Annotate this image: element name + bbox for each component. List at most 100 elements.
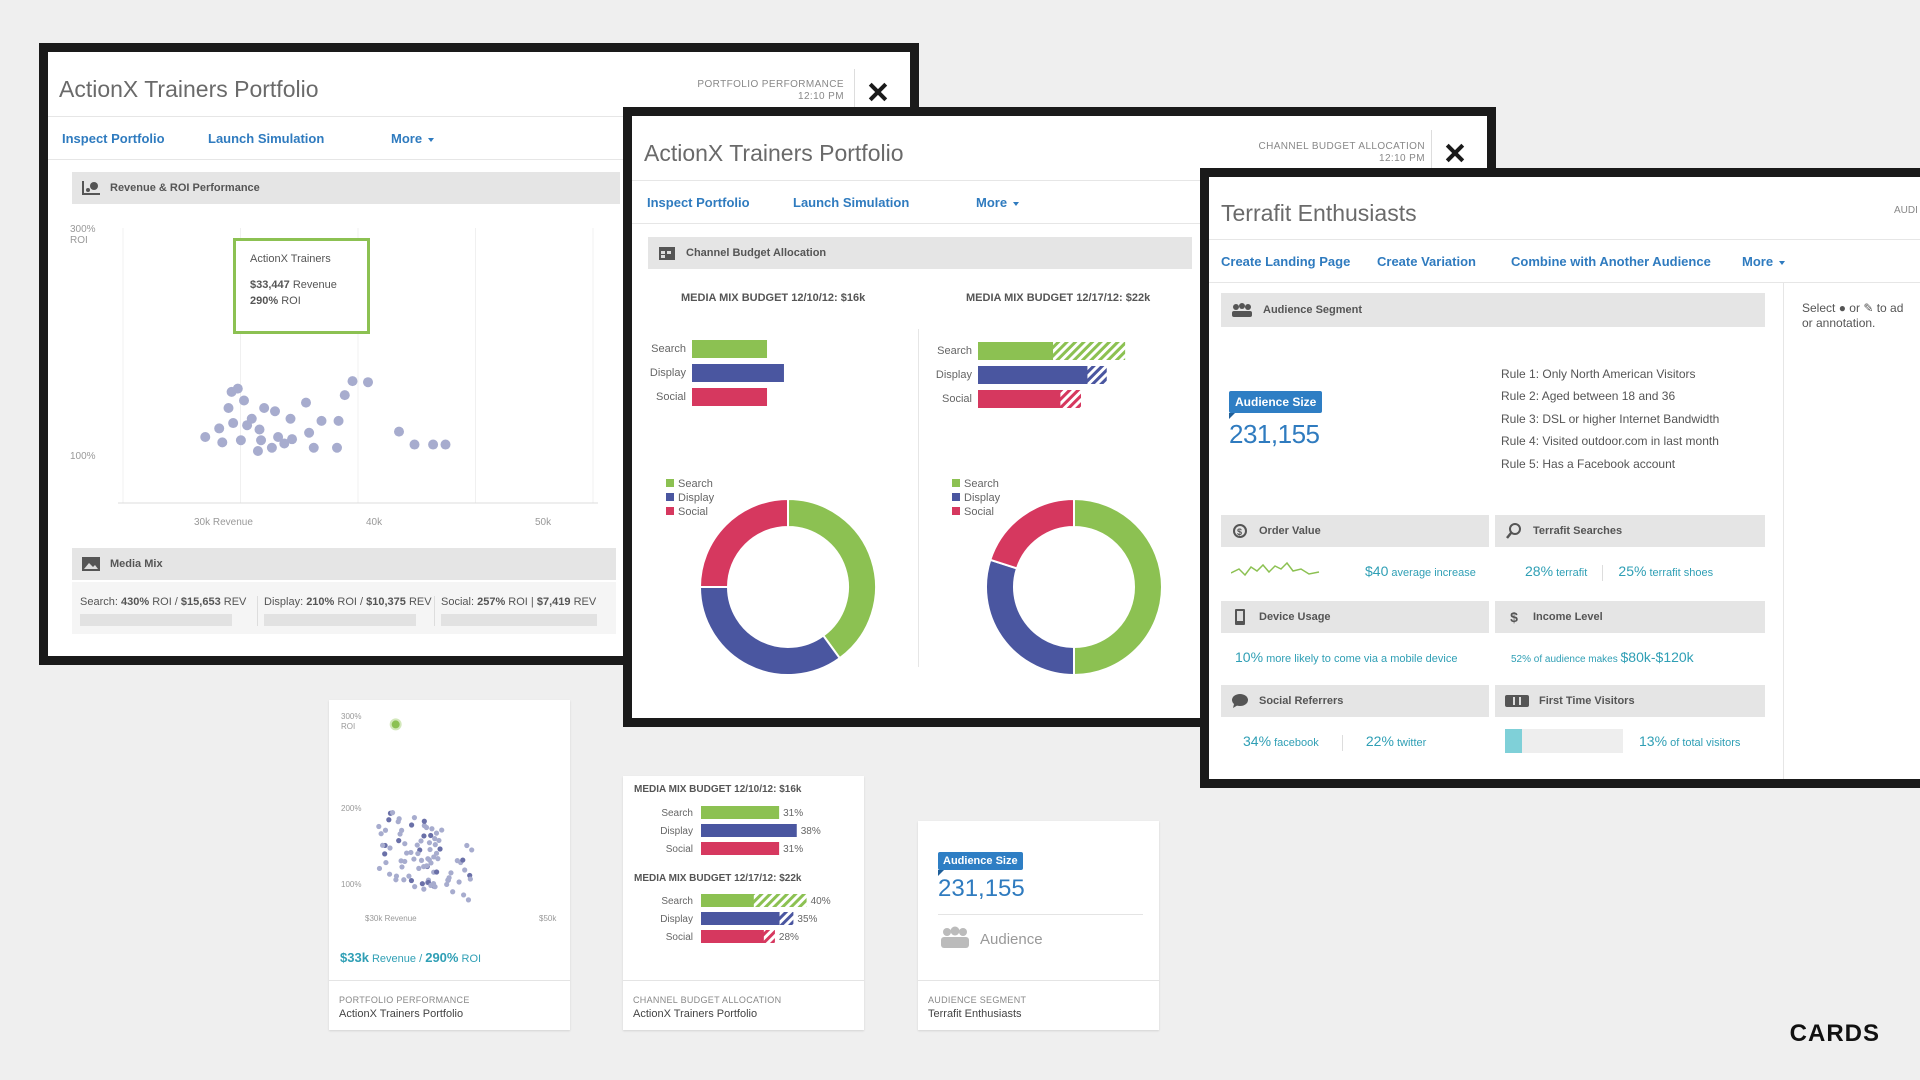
mini-y-roi: ROI — [341, 722, 356, 731]
order-text: average increase — [1391, 567, 1476, 579]
mini-scatter-point — [432, 836, 438, 842]
mini-y-200: 200% — [341, 804, 362, 813]
mini-roi: 290% — [425, 950, 459, 965]
mini-bar-label: Social — [666, 844, 693, 855]
mini-scatter-point — [411, 815, 418, 821]
budget2-bar — [978, 366, 1088, 384]
search-term-2: terrafit shoes — [1649, 567, 1714, 579]
nav-inspect-portfolio[interactable]: Inspect Portfolio — [647, 195, 750, 210]
sparkline — [1231, 561, 1320, 577]
mm-rev-unit: REV — [408, 596, 432, 608]
mini-scatter-point — [439, 827, 445, 833]
social-pct-1: 34% — [1243, 733, 1272, 749]
scatter-point — [285, 413, 296, 424]
nav-more[interactable]: More — [976, 195, 1020, 210]
mm-label: Social: — [441, 596, 475, 608]
x-label-30k: 30k Revenue — [194, 517, 253, 528]
divider — [918, 329, 919, 667]
mini-budget-bars: Search 31% Display 38% Social 31% Search 40% Dis… — [660, 806, 831, 943]
side-note-or: or — [1849, 301, 1860, 315]
scatter-point — [316, 415, 327, 426]
mini-scatter-point — [408, 849, 414, 856]
card-type: CHANNEL BUDGET ALLOCATION — [633, 995, 782, 1005]
people-icon — [1231, 303, 1253, 317]
pencil-icon: ✎ — [1863, 301, 1874, 315]
x-label-50k: 50k — [535, 517, 552, 528]
tile-social-referrers: Social Referrers 34% facebook 22% twitte… — [1221, 685, 1489, 752]
card-portfolio-performance[interactable]: 300% ROI 200% 100% $30k Revenue $50k $33… — [329, 700, 570, 1030]
scatter-point — [333, 415, 344, 426]
media-mix-row: Search: 430% ROI / $15,653 REV Display: … — [72, 582, 616, 634]
scatter-point — [256, 435, 267, 446]
nav-launch-simulation[interactable]: Launch Simulation — [793, 195, 910, 210]
donut-slice — [1073, 497, 1163, 677]
mini-scatter-point — [421, 833, 427, 839]
mini-scatter-point — [414, 842, 420, 848]
mini-scatter-point — [427, 846, 433, 853]
mm-roi-unit: ROI | — [508, 596, 534, 608]
close-button[interactable] — [854, 69, 900, 115]
mm-rev: $10,375 — [366, 596, 406, 608]
mobile-icon — [1231, 609, 1249, 625]
y-label-roi: ROI — [70, 235, 88, 246]
tile-header: $ Income Level — [1495, 601, 1765, 633]
mini-scatter-point — [382, 827, 389, 833]
budget2-title: MEDIA MIX BUDGET 12/17/12: $22k — [966, 292, 1151, 304]
tooltip-roi-value: 290% — [250, 295, 279, 307]
mm-bar — [80, 614, 232, 626]
scatter-point — [235, 435, 246, 446]
mini-scatter-point — [433, 830, 440, 836]
mini-scatter-highlight — [389, 718, 402, 731]
mini-scatter-point — [376, 823, 382, 830]
legend-label: Social — [964, 506, 994, 518]
mini-bar-pct: 38% — [801, 826, 821, 837]
legend-label: Display — [964, 492, 1001, 504]
media-mix-display: Display: 210% ROI / $10,375 REV — [257, 596, 433, 626]
rule-2: Rule 2: Aged between 18 and 36 — [1501, 389, 1676, 404]
mini-scatter-point — [408, 877, 415, 884]
mini-stat: $33k Revenue / 290% ROI — [340, 950, 481, 965]
donut-slice — [989, 497, 1075, 570]
bar-label: Social — [656, 391, 686, 403]
search-term-1: terrafit — [1556, 567, 1588, 579]
mini-rev-unit: Revenue — [371, 953, 417, 965]
tile-header: Terrafit Searches — [1495, 515, 1765, 547]
close-button[interactable] — [1431, 130, 1477, 176]
meta-time: 12:10 PM — [797, 91, 844, 102]
scatter-point — [428, 439, 439, 450]
card-audience-segment[interactable]: Audience Size 231,155 Audience AUDIENCE … — [918, 821, 1159, 1030]
nav-create-landing-page[interactable]: Create Landing Page — [1221, 254, 1351, 269]
nav-launch-simulation[interactable]: Launch Simulation — [208, 131, 325, 146]
mini-scatter-point — [435, 856, 441, 862]
mini-scatter-point — [379, 842, 386, 848]
scatter-point — [409, 439, 420, 450]
nav-more[interactable]: More — [1742, 254, 1786, 269]
mini-scatter-point — [434, 869, 440, 875]
mini-scatter-point — [444, 881, 450, 888]
mini-bar-pct: 31% — [783, 844, 803, 855]
tooltip-roi-unit: ROI — [281, 295, 301, 307]
visitor-text: of total visitors — [1670, 737, 1741, 749]
search-pct-2: 25% — [1618, 563, 1647, 579]
calendar-icon — [658, 246, 676, 260]
tooltip-revenue-value: $33,447 — [250, 279, 290, 291]
mini-scatter-point — [396, 838, 402, 844]
media-mix-search: Search: 430% ROI / $15,653 REV — [80, 596, 250, 626]
budget2-bar — [978, 342, 1054, 360]
nav-combine-audience[interactable]: Combine with Another Audience — [1511, 254, 1711, 269]
y-label-100: 100% — [70, 451, 96, 462]
nav-more[interactable]: More — [391, 131, 435, 146]
tile-header: Social Referrers — [1221, 685, 1489, 717]
card-channel-budget[interactable]: MEDIA MIX BUDGET 12/10/12: $16k MEDIA MI… — [623, 776, 864, 1030]
window-nav: Create Landing Page Create Variation Com… — [1209, 239, 1920, 283]
y-label-300: 300% — [70, 224, 96, 235]
mini-bar-label: Display — [660, 826, 693, 837]
nav-create-variation[interactable]: Create Variation — [1377, 254, 1476, 269]
svg-text:$: $ — [1237, 527, 1242, 537]
nav-inspect-portfolio[interactable]: Inspect Portfolio — [62, 131, 165, 146]
scatter-point — [232, 383, 243, 394]
chevron-down-icon — [428, 137, 435, 142]
mini-scatter-point — [467, 876, 473, 882]
scatter-point — [339, 390, 350, 401]
mini-scatter-point — [412, 884, 418, 890]
